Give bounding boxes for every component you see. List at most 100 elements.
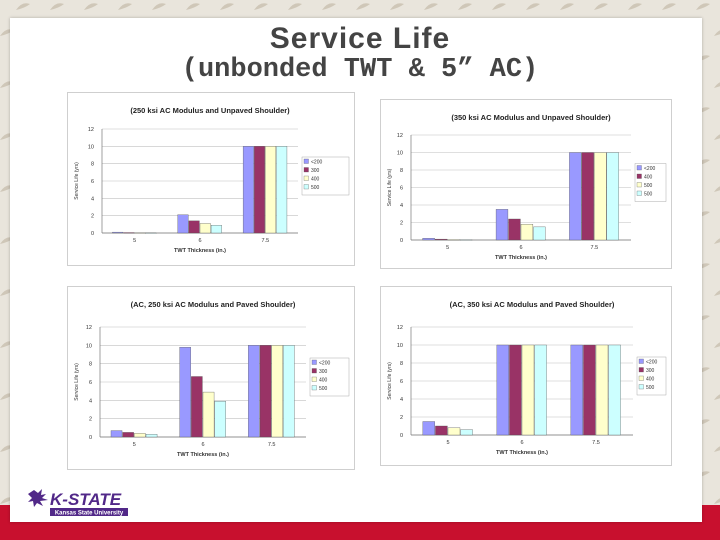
x-tick-label: 5: [446, 440, 449, 446]
y-tick-label: 4: [89, 398, 92, 404]
y-tick-label: 12: [397, 325, 403, 331]
legend-swatch: [638, 358, 644, 364]
bar: [177, 214, 189, 234]
background-motif: [714, 186, 720, 192]
bar: [214, 401, 226, 438]
background-motif: [714, 342, 720, 348]
bar: [583, 344, 596, 436]
background-motif: [220, 3, 234, 10]
y-axis-label: Service Life (yrs): [74, 363, 80, 401]
background-motif: [118, 3, 132, 10]
bar: [509, 344, 522, 436]
background-motif: [356, 3, 370, 10]
bar: [521, 344, 535, 436]
bar: [188, 220, 200, 234]
chart-title: (AC, 350 ksi AC Modulus and Paved Should…: [450, 300, 615, 309]
legend-swatch: [638, 384, 644, 390]
bar: [259, 345, 272, 438]
bar: [422, 238, 435, 241]
x-axis-label: TWT Thickness (in.): [177, 452, 229, 458]
legend-label: 500: [319, 386, 328, 392]
legend-label: 400: [646, 377, 655, 383]
y-tick-label: 8: [89, 362, 92, 368]
background-motif: [628, 3, 642, 10]
x-tick-label: 7.5: [268, 442, 276, 448]
background-motif: [84, 3, 98, 10]
background-motif: [714, 498, 720, 504]
y-tick-label: 10: [86, 343, 92, 349]
legend-label: 300: [311, 168, 320, 174]
y-tick-label: 10: [397, 151, 403, 157]
legend-label: 500: [311, 185, 320, 191]
x-axis-label: TWT Thickness (in.): [495, 255, 547, 261]
bar: [112, 231, 124, 234]
legend-label: 400: [311, 177, 320, 183]
legend-swatch: [303, 175, 309, 181]
background-motif: [594, 3, 608, 10]
legend-box: [301, 156, 350, 196]
logo-tagline: Kansas State University: [55, 511, 124, 517]
legend-swatch: [303, 184, 309, 190]
bar: [210, 225, 222, 234]
legend-label: 300: [646, 368, 655, 374]
bar: [581, 152, 594, 241]
background-motif: [16, 3, 30, 10]
wildcat-icon: [28, 489, 48, 507]
y-axis-label: Service Life (yrs): [74, 162, 80, 200]
bar: [123, 232, 135, 234]
bar: [435, 425, 448, 436]
bar: [283, 345, 295, 438]
bar: [595, 344, 609, 436]
chart-title: (AC, 250 ksi AC Modulus and Paved Should…: [131, 300, 296, 309]
x-tick-label: 7.5: [591, 245, 599, 251]
x-axis-label: TWT Thickness (in.): [496, 450, 548, 456]
y-tick-label: 0: [400, 433, 403, 439]
legend-swatch: [636, 165, 642, 171]
y-tick-label: 12: [86, 325, 92, 331]
legend-label: <200: [311, 160, 322, 166]
y-tick-label: 0: [400, 238, 403, 244]
chart-title: (350 ksi AC Modulus and Unpaved Shoulder…: [451, 113, 611, 122]
bar: [199, 223, 211, 234]
x-tick-label: 7.5: [262, 238, 270, 244]
background-motif: [492, 3, 506, 10]
y-tick-label: 2: [91, 214, 94, 220]
x-tick-label: 5: [446, 245, 449, 251]
bar: [569, 152, 582, 241]
legend-swatch: [311, 359, 317, 365]
bar: [520, 224, 534, 241]
slide-title: Service Life: [269, 22, 451, 55]
background-motif: [152, 3, 166, 10]
background-motif: [714, 134, 720, 140]
bar: [534, 344, 547, 436]
kstate-logo: K-STATE Kansas State University: [26, 484, 130, 520]
y-tick-label: 10: [397, 343, 403, 349]
background-motif: [560, 3, 574, 10]
bar: [606, 152, 619, 241]
legend-label: <200: [644, 166, 655, 172]
bar: [248, 345, 260, 438]
legend-swatch: [311, 376, 317, 382]
y-tick-label: 8: [400, 361, 403, 367]
x-tick-label: 6: [520, 440, 523, 446]
bar: [276, 146, 288, 234]
logo-wordmark: K-STATE: [50, 490, 122, 509]
y-tick-label: 4: [400, 397, 403, 403]
legend-label: 400: [644, 175, 653, 181]
bar: [265, 146, 277, 234]
bar: [145, 434, 158, 438]
background-motif: [714, 30, 720, 36]
chart-ac-350ksi-paved: (AC, 350 ksi AC Modulus and Paved Should…: [380, 286, 672, 466]
x-tick-label: 5: [133, 442, 136, 448]
legend-label: 400: [319, 378, 328, 384]
x-tick-label: 6: [201, 442, 204, 448]
chart-250ksi-unpaved: (250 ksi AC Modulus and Unpaved Shoulder…: [67, 92, 355, 266]
legend-swatch: [311, 385, 317, 391]
slide-subtitle: (unbonded TWT & 5” AC): [181, 55, 539, 85]
bar: [145, 232, 157, 234]
bar: [242, 146, 254, 234]
bar: [202, 391, 215, 438]
bar: [179, 346, 191, 438]
y-tick-label: 10: [88, 144, 94, 150]
bar: [435, 238, 448, 241]
